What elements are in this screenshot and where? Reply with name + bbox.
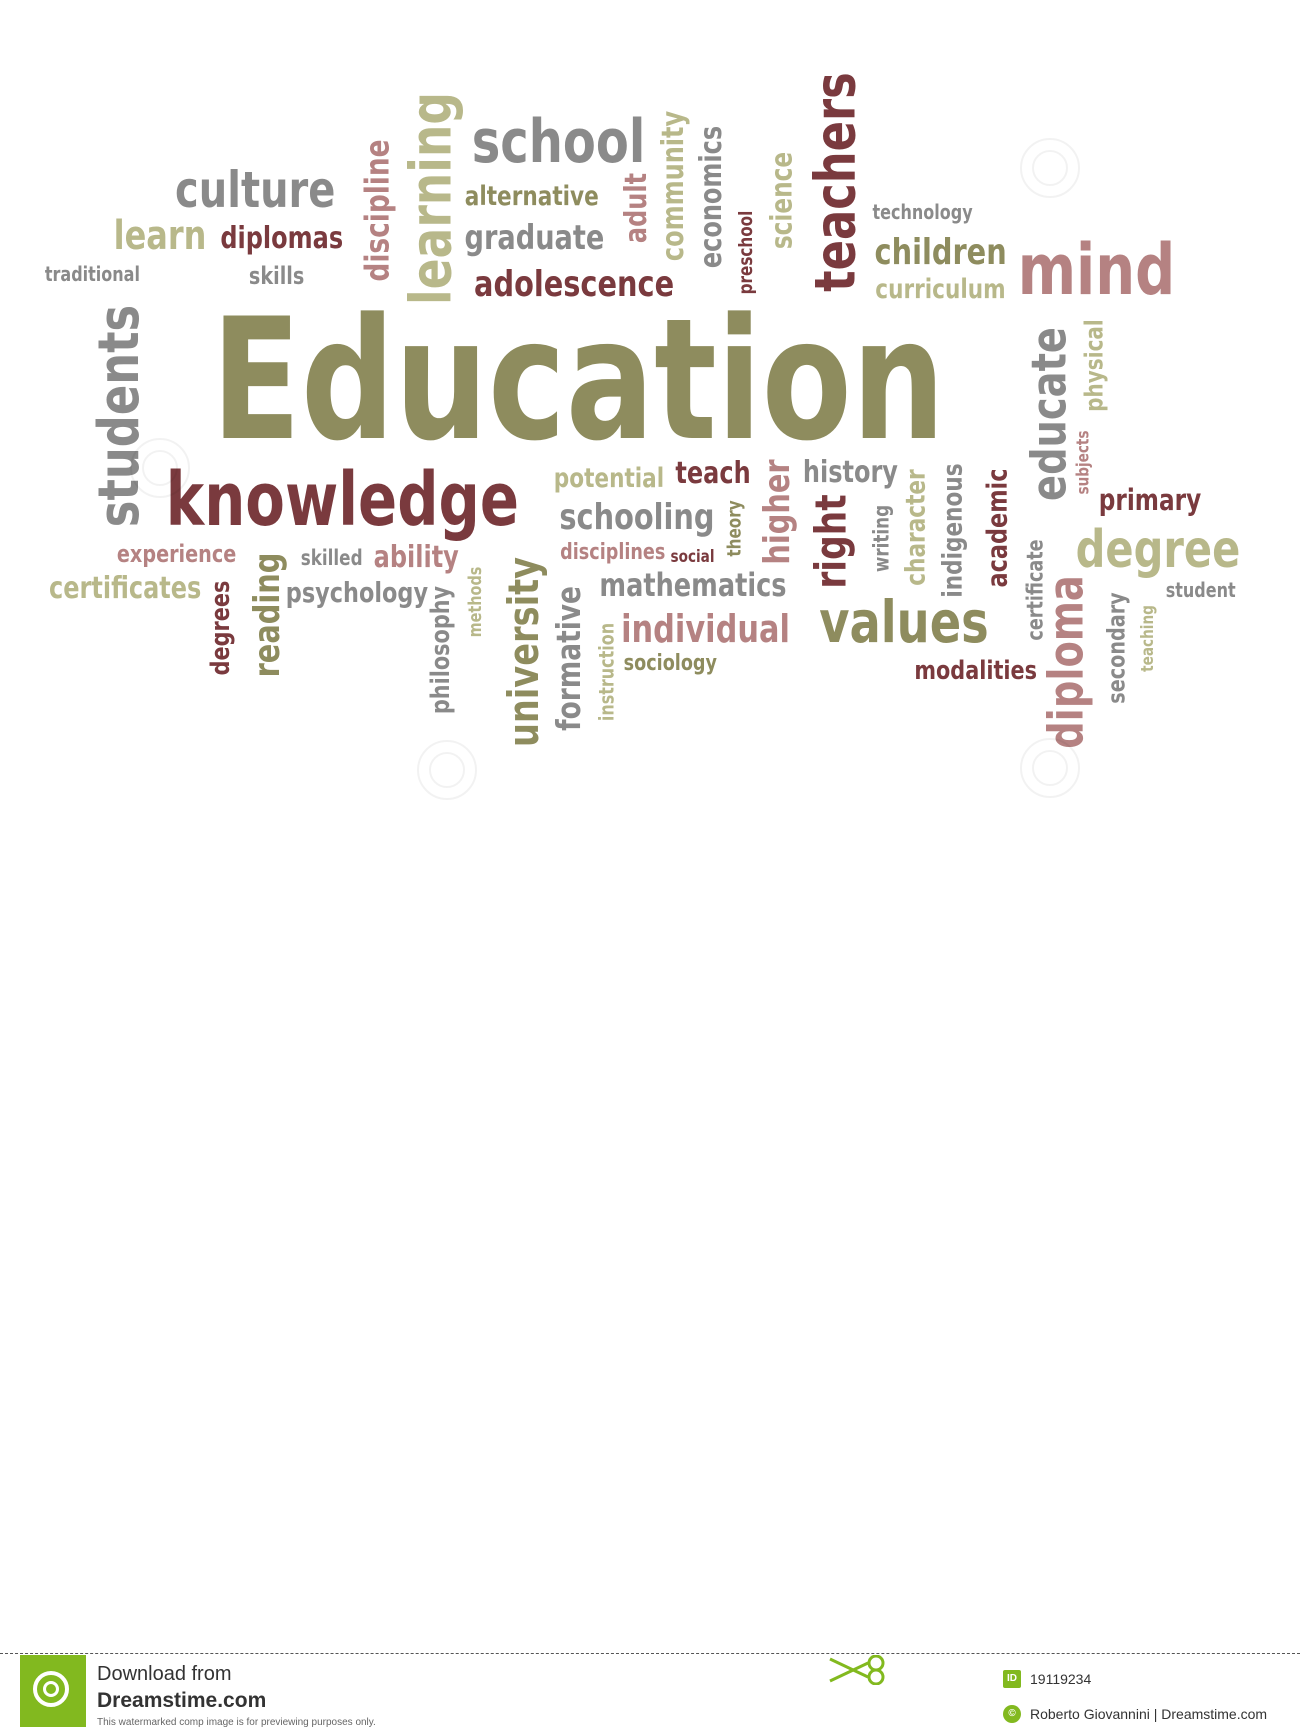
cloud-word-culture: culture <box>175 161 336 219</box>
cloud-word-knowledge: knowledge <box>165 457 519 543</box>
cloud-word-students: students <box>87 304 153 528</box>
id-badge-icon: ID <box>1003 1670 1021 1688</box>
cloud-word-certificates: certificates <box>49 571 202 606</box>
watermark-circle-icon <box>417 740 477 800</box>
cloud-word-writing: writing <box>869 504 894 572</box>
cloud-word-methods: methods <box>465 566 487 638</box>
cloud-word-diplomas: diplomas <box>220 221 344 256</box>
cloud-word-adolescence: adolescence <box>474 264 675 305</box>
cloud-word-economics: economics <box>693 125 729 269</box>
dreamstime-logo-icon <box>20 1655 86 1727</box>
cloud-word-mathematics: mathematics <box>599 566 787 604</box>
cloud-word-disciplines: disciplines <box>559 540 665 565</box>
cloud-word-formative: formative <box>548 585 588 731</box>
watermark-circle-icon <box>130 438 190 498</box>
cloud-word-technology: technology <box>872 200 973 224</box>
cloud-word-modalities: modalities <box>913 656 1037 686</box>
cloud-word-potential: potential <box>553 462 665 494</box>
cloud-word-indigenous: indigenous <box>937 462 969 598</box>
cloud-word-primary: primary <box>1098 482 1202 517</box>
cloud-word-sociology: sociology <box>623 651 717 676</box>
cloud-word-individual: individual <box>620 607 790 651</box>
cloud-word-character: character <box>900 468 932 586</box>
cloud-word-skills: skills <box>248 262 304 290</box>
cloud-word-preschool: preschool <box>734 210 757 294</box>
cloud-word-university: university <box>498 556 548 748</box>
cloud-word-student: student <box>1165 578 1236 602</box>
cloud-word-diploma: diploma <box>1038 575 1095 749</box>
cloud-word-subjects: subjects <box>1073 429 1094 495</box>
cloud-word-ability: ability <box>373 540 459 575</box>
cloud-word-degree: degree <box>1075 520 1241 580</box>
cloud-word-curriculum: curriculum <box>874 273 1006 305</box>
cloud-word-academic: academic <box>979 468 1013 588</box>
cloud-word-alternative: alternative <box>464 180 599 212</box>
cloud-word-teachers: teachers <box>802 72 868 292</box>
footer: Download from Dreamstime.com This waterm… <box>0 825 1300 1728</box>
site-name: Dreamstime.com <box>97 1689 267 1712</box>
cloud-word-instruction: instruction <box>593 622 618 722</box>
cloud-word-theory: theory <box>723 499 746 557</box>
cloud-word-philosophy: philosophy <box>426 585 457 715</box>
image-credit: Roberto Giovannini | Dreamstime.com <box>1030 1706 1268 1722</box>
cloud-word-schooling: schooling <box>559 497 715 538</box>
cloud-word-skilled: skilled <box>300 545 363 570</box>
scissors-icon <box>829 1655 885 1685</box>
cloud-word-traditional: traditional <box>44 262 140 286</box>
cloud-word-science: science <box>764 151 799 249</box>
cloud-word-discipline: discipline <box>357 138 397 282</box>
cloud-word-right: right <box>806 493 857 589</box>
preview-notice: This watermarked comp image is for previ… <box>97 1717 376 1728</box>
cloud-word-social: social <box>670 546 715 567</box>
copyright-icon: © <box>1003 1705 1021 1723</box>
cloud-word-learning: learning <box>398 91 465 305</box>
cloud-word-educate: educate <box>1021 327 1078 501</box>
download-line: Download from <box>97 1663 232 1685</box>
footer-divider <box>0 1653 1300 1654</box>
cloud-word-teaching: teaching <box>1137 604 1158 672</box>
cloud-word-values: values <box>819 588 989 656</box>
cloud-word-adult: adult <box>618 172 654 244</box>
watermark-circle-icon <box>1020 138 1080 198</box>
cloud-word-education: Education <box>210 282 945 478</box>
cloud-word-graduate: graduate <box>463 218 604 258</box>
cloud-word-learn: learn <box>113 213 207 259</box>
cloud-word-physical: physical <box>1079 318 1109 412</box>
cloud-word-secondary: secondary <box>1102 592 1131 704</box>
cloud-word-reading: reading <box>246 552 288 678</box>
cloud-word-teach: teach <box>675 456 751 491</box>
cloud-word-history: history <box>802 455 898 490</box>
cloud-word-school: school <box>471 107 645 177</box>
cloud-word-experience: experience <box>116 540 236 568</box>
cloud-word-higher: higher <box>756 459 798 565</box>
cloud-word-children: children <box>874 232 1007 273</box>
image-id: 19119234 <box>1030 1671 1092 1687</box>
cloud-word-degrees: degrees <box>206 580 237 676</box>
cloud-word-community: community <box>655 110 691 262</box>
cloud-word-mind: mind <box>1017 229 1175 311</box>
word-cloud: Education knowledge students culture learn di… <box>0 0 1300 825</box>
watermark-circle-icon <box>1020 738 1080 798</box>
cloud-word-psychology: psychology <box>285 576 429 609</box>
